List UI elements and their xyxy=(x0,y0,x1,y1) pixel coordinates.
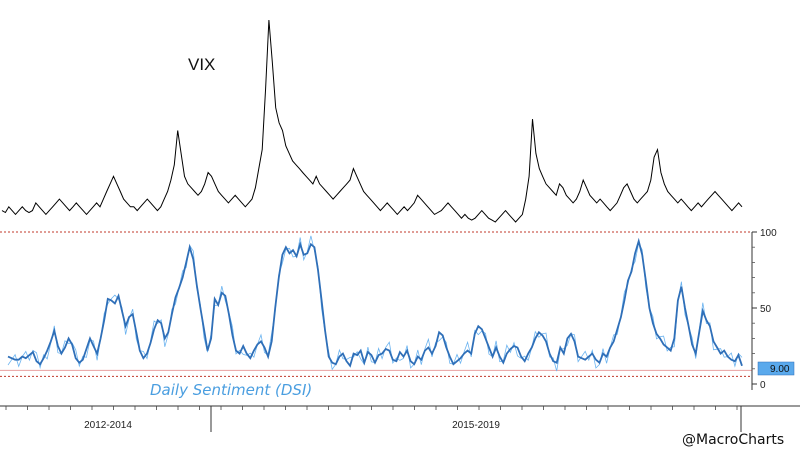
dsi-panel xyxy=(0,231,752,377)
vix-panel xyxy=(1,19,743,223)
last-value-badge-bg xyxy=(757,361,795,376)
last-value-badge: 9.00 xyxy=(757,361,795,376)
dsi-daily-trace xyxy=(7,235,743,372)
vix-line xyxy=(1,19,743,223)
axes: 100 50 0 xyxy=(0,228,800,432)
credit-handle: @MacroCharts xyxy=(682,432,784,448)
y-tick-label-100: 100 xyxy=(760,228,777,239)
vix-series-label: VIX xyxy=(188,55,215,74)
period-label-2015-2019: 2015-2019 xyxy=(452,420,500,431)
dsi-line xyxy=(7,237,743,368)
y-tick-label-50: 50 xyxy=(760,304,772,315)
dsi-series-label: Daily Sentiment (DSI) xyxy=(150,381,312,399)
period-label-2012-2014: 2012-2014 xyxy=(84,420,132,431)
y-tick-label-0: 0 xyxy=(760,380,766,391)
last-value-badge-text: 9.00 xyxy=(770,364,790,375)
